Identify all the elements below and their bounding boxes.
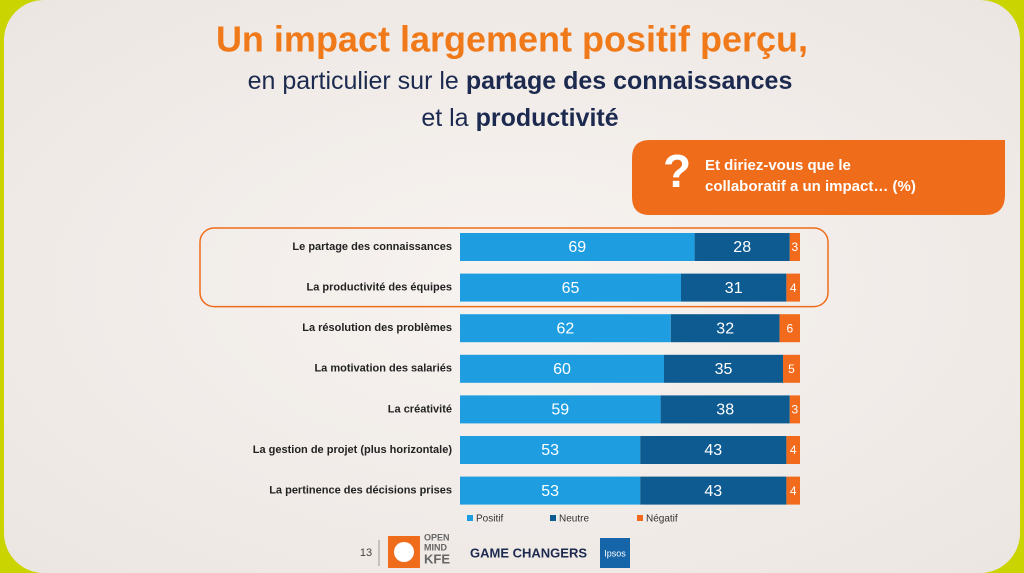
highlight-box — [199, 227, 829, 308]
bar-segment — [460, 233, 695, 261]
question-text: collaboratif a un impact… (%) — [705, 178, 916, 195]
bar-segment — [640, 476, 787, 505]
bar-segment — [789, 395, 800, 424]
legend-swatch — [637, 515, 643, 521]
bar-segment — [789, 233, 800, 261]
logo-text: MIND — [424, 542, 447, 552]
category-label: La résolution des problèmes — [302, 322, 452, 334]
legend-label: Négatif — [646, 514, 678, 525]
subtitle: et la productivité — [421, 104, 618, 132]
bar-segment — [779, 314, 800, 343]
value-label: 53 — [541, 483, 559, 500]
value-label: 43 — [704, 442, 722, 459]
value-label: 3 — [792, 240, 799, 254]
logo-text: KFE — [424, 551, 450, 566]
value-label: 28 — [733, 239, 751, 256]
value-label: 4 — [790, 443, 797, 457]
bar-segment — [694, 233, 790, 261]
bar-segment — [460, 476, 641, 505]
value-label: 35 — [715, 361, 733, 378]
legend-label: Neutre — [559, 514, 589, 525]
legend-label: Positif — [476, 514, 503, 525]
category-label: La gestion de projet (plus horizontale) — [253, 444, 453, 456]
value-label: 65 — [562, 280, 580, 297]
value-label: 38 — [716, 402, 734, 419]
question-text: Et diriez-vous que le — [705, 157, 851, 174]
bar-segment — [460, 436, 641, 464]
title: Un impact largement positif perçu, — [216, 19, 808, 60]
category-label: La créativité — [388, 403, 452, 415]
bar-segment — [670, 314, 780, 343]
value-label: 6 — [786, 321, 793, 335]
value-label: 5 — [788, 362, 795, 376]
value-label: 31 — [725, 280, 743, 297]
bar-segment — [460, 314, 671, 343]
subtitle: en particulier sur le partage des connais… — [248, 67, 793, 95]
plot: Le partage des connaissances 69 28 3 La prod… — [199, 227, 829, 525]
page-number: 13 — [360, 547, 372, 559]
legend-swatch — [550, 515, 556, 521]
bar-segment — [786, 476, 800, 505]
value-label: 60 — [553, 361, 571, 378]
legend-swatch — [467, 515, 473, 521]
value-label: 32 — [716, 320, 734, 337]
value-label: 4 — [790, 281, 797, 295]
subtitle-bold: productivité — [476, 104, 619, 132]
tagline: GAME CHANGERS — [470, 545, 587, 560]
bar-segment — [786, 436, 800, 464]
bar-segment — [660, 395, 790, 424]
value-label: 69 — [568, 239, 586, 256]
bar-segment — [640, 436, 787, 464]
value-label: 59 — [551, 402, 569, 419]
bar-segment — [681, 273, 787, 302]
value-label: 3 — [792, 403, 799, 417]
value-label: 62 — [557, 320, 575, 337]
bar-segment — [783, 354, 800, 383]
question-box — [632, 140, 1005, 215]
partner-text: Ipsos — [604, 548, 626, 558]
category-label: Le partage des connaissances — [292, 241, 452, 253]
bar-segment — [460, 395, 661, 424]
partner-logo — [600, 538, 630, 568]
value-label: 53 — [541, 442, 559, 459]
category-label: La pertinence des décisions prises — [269, 485, 452, 497]
logo-ring — [394, 542, 414, 562]
bar-segment — [664, 354, 783, 383]
subtitle-text: et la — [421, 104, 468, 132]
value-label: 4 — [790, 484, 797, 498]
logo-text: OPEN — [424, 532, 450, 542]
bar-segment — [460, 273, 681, 302]
category-label: La motivation des salariés — [314, 363, 452, 375]
category-label: La productivité des équipes — [307, 282, 452, 294]
bar-segment — [460, 354, 664, 383]
subtitle-bold: partage des connaissances — [466, 67, 793, 95]
bar-segment — [786, 273, 800, 302]
value-label: 43 — [704, 483, 722, 500]
question-mark: ? — [663, 145, 691, 197]
subtitle-text: en particulier sur le — [248, 67, 459, 95]
